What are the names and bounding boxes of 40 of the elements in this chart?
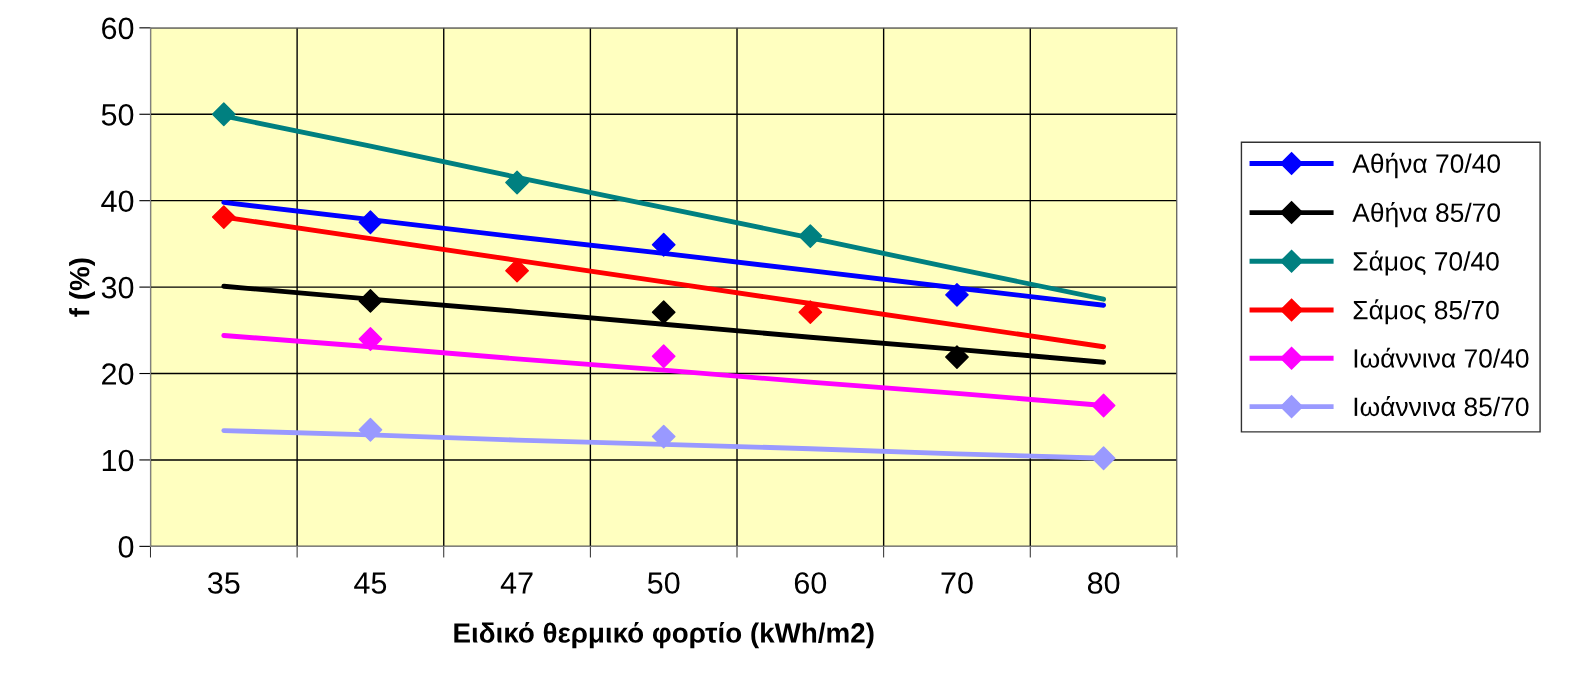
- point: [1091, 446, 1116, 471]
- point: [651, 300, 676, 325]
- x-tick-label: 80: [1087, 572, 1120, 594]
- x-tick-label: 60: [794, 572, 827, 594]
- y-axis-title: f (%): [69, 258, 95, 317]
- line-series: [221, 199, 1107, 308]
- y-tick-label: 0: [118, 536, 134, 558]
- point: [1091, 393, 1116, 418]
- y-tick-label: 10: [102, 449, 134, 472]
- legend-label: Σάμος 85/70: [1353, 299, 1499, 325]
- point: [651, 232, 676, 257]
- y-tick-label: 20: [102, 363, 134, 385]
- point: [358, 289, 383, 313]
- x-tick-label: 70: [941, 572, 973, 594]
- point: [358, 327, 383, 351]
- legend-label: Αθήνα 85/70: [1352, 201, 1500, 228]
- legend-label: Αθήνα 70/40: [1352, 152, 1500, 179]
- y-tick-label: 60: [102, 17, 134, 40]
- point: [505, 170, 529, 195]
- x-tick-label: 50: [647, 572, 680, 594]
- point: [651, 344, 676, 369]
- legend-label: Ιωάννινα 70/40: [1354, 347, 1529, 368]
- x-tick-label: 45: [354, 572, 387, 594]
- point: [211, 205, 236, 229]
- point: [945, 345, 969, 369]
- y-tick-label: 40: [101, 190, 134, 213]
- point: [211, 102, 236, 127]
- y-tick-label: 30: [101, 276, 134, 299]
- x-tick-label: 47: [500, 572, 533, 594]
- x-axis-title: Ειδικό θερμικό φορτίο (kWh/m2): [454, 622, 874, 649]
- y-tick-label: 50: [101, 104, 134, 126]
- x-tick-label: 35: [207, 572, 240, 594]
- point: [358, 210, 383, 235]
- point: [651, 424, 676, 449]
- legend-label: Σάμος 70/40: [1353, 250, 1499, 276]
- legend-label: Ιωάννινα 85/70: [1354, 396, 1529, 417]
- point: [798, 300, 823, 325]
- point: [358, 417, 383, 442]
- point: [945, 282, 969, 307]
- point: [798, 224, 823, 249]
